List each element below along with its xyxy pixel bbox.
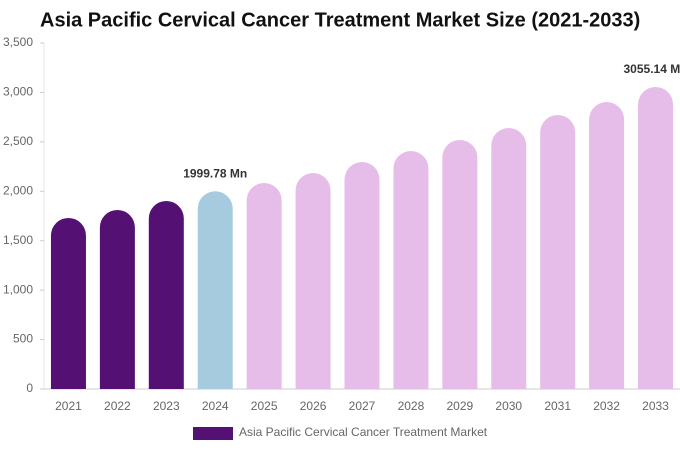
bar — [148, 200, 184, 389]
x-tick-label: 2029 — [446, 399, 473, 413]
x-tick-label: 2027 — [349, 399, 376, 413]
bar — [344, 162, 380, 389]
bar — [197, 191, 233, 389]
x-tick-label: 2033 — [642, 399, 669, 413]
y-tick-label: 2,500 — [3, 134, 33, 148]
y-tick-label: 500 — [13, 332, 33, 346]
chart-title: Asia Pacific Cervical Cancer Treatment M… — [40, 9, 640, 31]
x-tick-label: 2030 — [495, 399, 522, 413]
bar — [491, 128, 527, 389]
y-tick-label: 1,500 — [3, 233, 33, 247]
x-tick-label: 2025 — [251, 399, 278, 413]
data-label: 3055.14 Mn — [624, 62, 680, 76]
x-tick-label: 2026 — [300, 399, 327, 413]
y-tick-label: 2,000 — [3, 183, 33, 197]
y-tick-label: 0 — [26, 381, 33, 395]
bar — [442, 139, 478, 389]
bar — [50, 217, 86, 389]
bar — [246, 182, 282, 389]
x-tick-label: 2024 — [202, 399, 229, 413]
x-tick-label: 2031 — [544, 399, 571, 413]
y-tick-label: 3,000 — [3, 85, 33, 99]
x-tick-label: 2028 — [398, 399, 425, 413]
x-tick-label: 2032 — [593, 399, 620, 413]
bar — [589, 102, 625, 390]
x-tick-label: 2022 — [104, 399, 131, 413]
bar — [295, 172, 331, 389]
y-tick-label: 1,000 — [3, 282, 33, 296]
bar — [393, 151, 429, 389]
x-tick-label: 2021 — [55, 399, 82, 413]
bar — [99, 209, 135, 389]
y-tick-label: 3,500 — [3, 35, 33, 49]
legend-label: Asia Pacific Cervical Cancer Treatment M… — [239, 425, 488, 439]
bar — [540, 114, 576, 389]
x-tick-label: 2023 — [153, 399, 180, 413]
bar — [638, 86, 674, 389]
legend-swatch — [193, 427, 233, 440]
data-label: 1999.78 Mn — [183, 166, 247, 180]
